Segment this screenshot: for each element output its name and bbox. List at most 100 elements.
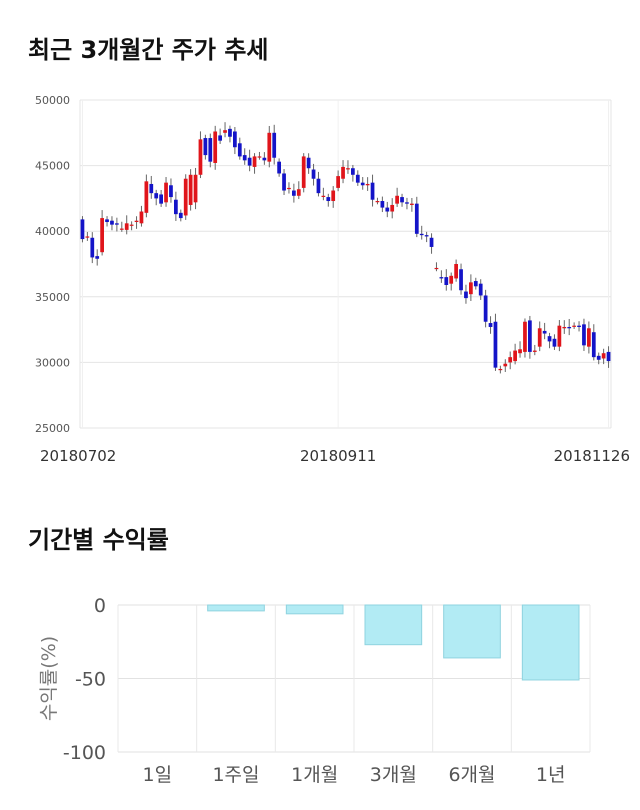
candle-body — [390, 204, 395, 212]
candle-body — [149, 183, 154, 194]
candle-body — [124, 223, 129, 230]
candle-body — [346, 168, 350, 170]
candle-body — [567, 326, 572, 329]
candle-body — [242, 155, 247, 161]
candle-body — [134, 220, 139, 223]
candle-body — [119, 228, 124, 230]
candle-body — [257, 156, 262, 158]
candle-body — [469, 282, 473, 295]
candle-body — [351, 168, 355, 175]
candle-body — [473, 281, 478, 287]
candle-body — [233, 131, 237, 148]
candle-body — [596, 355, 601, 360]
candle-body — [577, 325, 581, 327]
candle-body — [385, 207, 390, 212]
candle-body — [296, 189, 301, 196]
candle-body — [459, 269, 463, 291]
candle-body — [277, 161, 281, 174]
y-tick-label: 40000 — [35, 225, 70, 238]
candle-body — [336, 176, 340, 188]
candle-body — [301, 156, 306, 188]
candle-body — [601, 353, 606, 359]
candle-body — [178, 212, 183, 219]
candle-body — [208, 138, 213, 162]
return-bar-chart: 0 -50 -100 1일 1주일 1개월 3개월 6개월 1년 수익률(%) — [38, 595, 591, 786]
candle-body — [414, 203, 419, 234]
candle-body — [341, 166, 345, 179]
candle-body — [223, 130, 227, 133]
candle-body — [252, 156, 257, 167]
candle-body — [498, 368, 503, 371]
candle-body — [478, 283, 483, 296]
candle-body — [483, 295, 488, 322]
candle-body — [572, 325, 576, 327]
candle-body — [444, 277, 449, 285]
y-tick-label: -100 — [63, 742, 106, 764]
candle-body — [449, 275, 454, 284]
candle-body — [203, 138, 208, 156]
candle-body — [90, 237, 95, 258]
candle-body — [493, 321, 498, 368]
candle-body — [311, 169, 316, 179]
candle-body — [582, 324, 586, 346]
x-tick-label: 6개월 — [448, 764, 495, 786]
candle-body — [129, 224, 134, 226]
x-tick-label: 20181126 — [554, 447, 630, 465]
candle-body — [287, 187, 291, 190]
candle-body — [360, 182, 365, 186]
candle-body — [115, 223, 119, 225]
candle-body — [395, 195, 399, 204]
y-tick-label: 0 — [94, 595, 106, 617]
candle-body — [193, 174, 198, 203]
candle-body — [537, 328, 542, 347]
candle-body — [508, 357, 513, 363]
return-bar — [443, 604, 501, 659]
candle-body — [306, 157, 311, 169]
x-tick-label: 1개월 — [291, 764, 338, 786]
candle-body — [267, 132, 272, 162]
candle-body — [587, 328, 591, 347]
candle-body — [562, 326, 567, 329]
candle-body — [85, 236, 90, 238]
candle-body — [237, 143, 242, 157]
x-tick-label: 1년 — [536, 764, 566, 786]
candle-body — [606, 351, 611, 362]
candle-body — [331, 190, 336, 202]
candle-body — [552, 338, 557, 347]
y-axis-label: 수익률(%) — [38, 636, 60, 721]
candle-body — [292, 190, 296, 196]
candle-body — [100, 218, 104, 253]
candle-body — [183, 178, 188, 216]
candle-body — [464, 291, 468, 299]
candle-body — [542, 330, 547, 334]
candle-body — [488, 323, 493, 327]
candle-body — [532, 350, 537, 352]
candle-body — [405, 202, 409, 204]
candle-body — [355, 174, 360, 183]
candle-body — [144, 181, 149, 213]
candle-body — [424, 235, 429, 237]
candle-body — [503, 363, 508, 367]
return-bar — [285, 604, 344, 615]
candle-body — [198, 139, 203, 175]
x-tick-label: 20180911 — [300, 447, 376, 465]
candle-body — [188, 174, 193, 205]
candle-body — [282, 173, 286, 191]
y-tick-label: 45000 — [35, 160, 70, 173]
candle-body — [410, 203, 414, 205]
candle-body — [169, 185, 173, 198]
candle-body — [523, 321, 527, 352]
price-chart-title: 최근 3개월간 주가 추세 — [28, 36, 269, 64]
candle-body — [547, 336, 552, 342]
candle-body — [228, 128, 232, 137]
candle-body — [272, 132, 277, 158]
candle-body — [213, 131, 218, 163]
candle-body — [375, 201, 380, 203]
candle-body — [247, 157, 252, 166]
candle-body — [419, 233, 424, 236]
candle-body — [400, 197, 404, 203]
return-bar — [207, 604, 265, 612]
return-bar — [521, 604, 580, 681]
y-tick-label: 30000 — [35, 356, 70, 369]
candle-body — [454, 264, 458, 279]
